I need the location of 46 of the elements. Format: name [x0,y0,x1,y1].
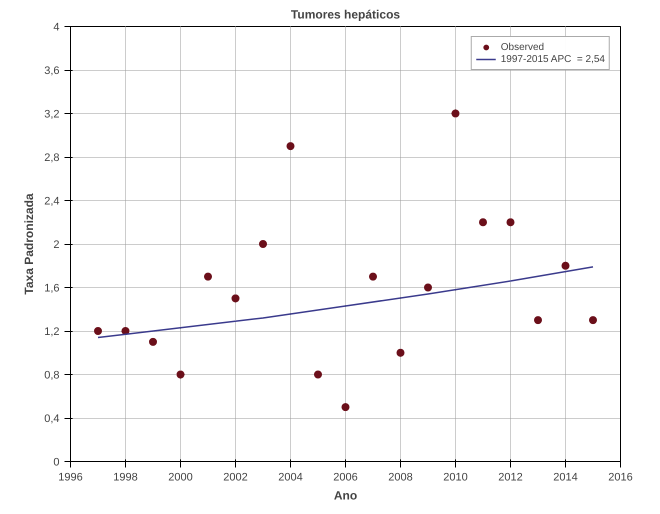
point [369,272,377,281]
y-tick-label: 1,2 [44,326,60,338]
point [149,338,157,346]
x-tick-label: 2004 [278,472,303,484]
y-tick-label: 4 [53,22,60,34]
point [534,316,542,324]
point [589,316,597,324]
y-tick-label: 1,6 [44,282,60,294]
point [286,142,294,150]
legend-label: 1997-2015 APC = 2,54 [500,53,605,65]
point [452,110,460,118]
x-tick-label: 2016 [608,472,633,484]
point [232,294,240,302]
point [176,370,184,378]
x-tick-label: 2006 [333,472,358,484]
point [94,327,102,335]
y-tick-label: 2,4 [44,196,60,208]
x-tick-label: 2002 [223,472,248,484]
chart-title: Tumores hepáticos [290,8,400,22]
y-tick-label: 0,8 [44,370,60,382]
y-axis-title: Taxa Padronizada [22,193,36,295]
point [396,348,404,357]
point [506,218,514,226]
x-tick-label: 2010 [443,472,468,484]
point [424,284,432,292]
point [342,403,350,412]
point [204,272,212,281]
point [259,240,267,248]
line-series [97,266,594,338]
point [314,370,322,378]
x-tick-label: 2014 [553,472,578,484]
y-tick-label: 0,4 [44,413,60,425]
x-tick-label: 2012 [498,472,523,484]
y-tick-label: 3,6 [44,65,60,77]
x-tick-label: 1996 [58,472,83,484]
y-tick-label: 0 [53,456,60,468]
legend-label: Observed [500,41,544,53]
y-tick-label: 2,8 [44,152,60,164]
point [562,262,570,270]
x-tick-label: 1998 [113,472,138,484]
y-tick-label: 3,2 [44,108,60,120]
x-axis-title: Ano [334,488,358,502]
y-tick-label: 2 [53,239,60,251]
point [479,218,487,226]
x-tick-label: 2000 [168,472,193,484]
x-tick-label: 2008 [388,472,413,484]
